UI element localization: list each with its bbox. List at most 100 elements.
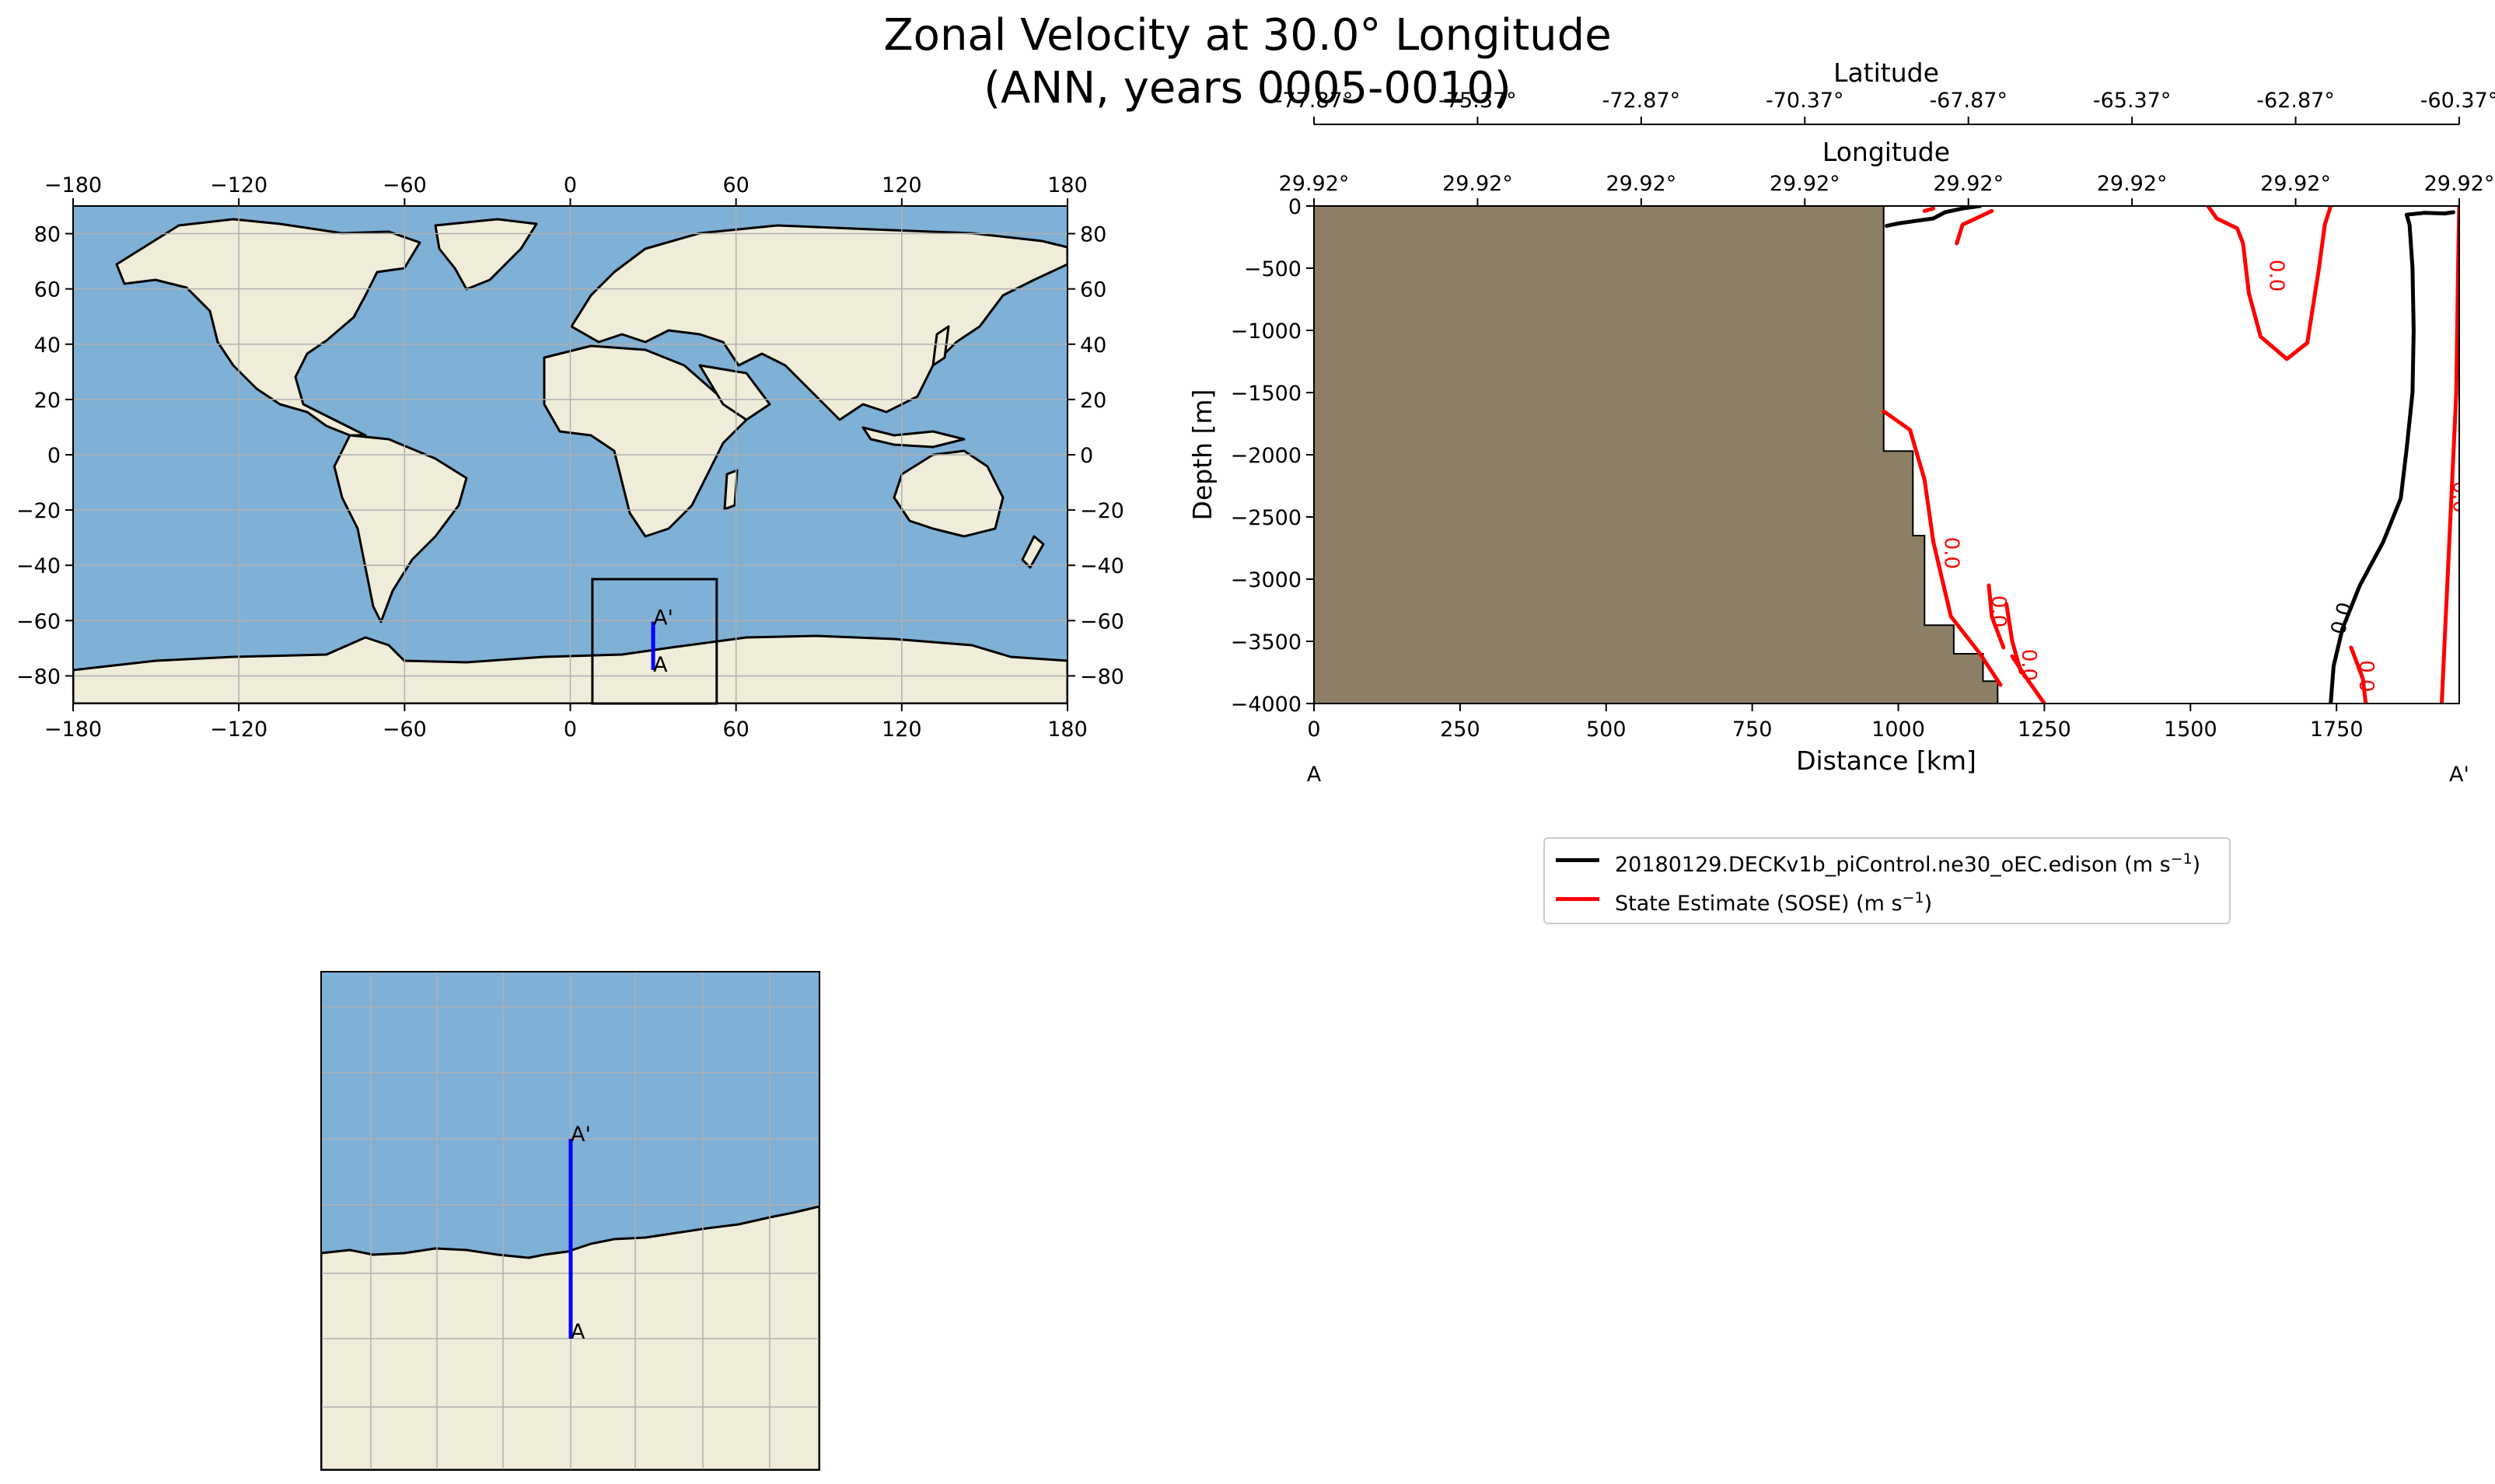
- depth-axis-label: Depth [m]: [1187, 389, 1218, 521]
- section-start-label: A: [1307, 763, 1322, 787]
- legend-entry-sose: State Estimate (SOSE) (m s−1): [1545, 879, 2229, 918]
- latitude-tick-label: -75.37°: [1438, 89, 1517, 113]
- south-america-landmass: [333, 434, 468, 623]
- sose-zero-contour: [1987, 583, 2006, 650]
- eurasia-landmass: [570, 224, 1068, 421]
- madagascar-landmass: [723, 469, 739, 511]
- lon-tick-label-top: 120: [882, 173, 922, 197]
- model-zero-contour: [1885, 216, 1936, 229]
- sose-contour-label: 0.0: [2265, 260, 2288, 292]
- longitude-axis-label: Longitude: [1822, 137, 1950, 167]
- lon-tick-label-top: −120: [210, 173, 267, 197]
- sose-contour-label: 0.0: [1940, 537, 1963, 569]
- sose-contour-label: 0.0: [2354, 660, 2378, 692]
- lat-tick-label-right: 20: [1080, 389, 1106, 413]
- lat-tick-label-left: −60: [16, 609, 61, 634]
- africa-landmass: [543, 344, 748, 538]
- section-end-label: A': [2449, 763, 2469, 787]
- lat-tick-label-right: 40: [1080, 333, 1106, 358]
- section-plot: 0.00.00.00.0 0.00.00.0 0 250 500 750 1000 1250…: [1187, 58, 2495, 787]
- figure-title: Zonal Velocity at 30.0° Longitude (ANN, …: [0, 9, 2495, 115]
- depth-tick-label: −2000: [1231, 444, 1302, 468]
- global-map-land: [73, 218, 1068, 704]
- legend-label-model: 20180129.DECKv1b_piControl.ne30_oEC.edis…: [1615, 850, 2201, 877]
- latitude-tick-label: -70.37°: [1766, 89, 1844, 113]
- global-section-start-label: A: [653, 653, 668, 677]
- lat-tick-label-right: −80: [1080, 665, 1124, 689]
- legend-swatch-sose: [1556, 897, 1599, 901]
- lat-tick-label-left: 0: [47, 444, 61, 468]
- sose-zero-contour: [2010, 654, 2046, 704]
- lat-tick-label-left: −40: [16, 554, 61, 578]
- distance-tick-label: 1750: [2310, 718, 2364, 742]
- lat-tick-label-right: 60: [1080, 278, 1106, 302]
- lat-tick-label-right: 0: [1080, 444, 1093, 468]
- distance-tick-label: 0: [1307, 718, 1320, 742]
- depth-tick-label: −3500: [1231, 630, 1302, 655]
- depth-tick-label: −2500: [1231, 506, 1302, 530]
- bathymetry-fill: [1314, 206, 1999, 704]
- longitude-tick-label: 29.92°: [1442, 172, 1513, 196]
- distance-tick-label: 750: [1732, 718, 1773, 742]
- lat-tick-label-left: 40: [34, 333, 61, 358]
- arabia-landmass: [698, 364, 771, 421]
- figure-title-line-2: (ANN, years 0005-0010): [984, 63, 1511, 113]
- lat-tick-label-right: −40: [1080, 554, 1124, 578]
- inset-map-frame: [320, 971, 820, 1471]
- model-zero-contour: [1931, 206, 1983, 221]
- global-map: A A' −180 −180 −120 −120 −60 −60 0 0 60 60 120 120 1…: [16, 173, 1124, 742]
- north-america-landmass: [115, 218, 421, 437]
- longitude-tick-label: 29.92°: [2424, 172, 2495, 196]
- sose-contour-label: 0.0: [2017, 649, 2040, 681]
- lon-tick-label-top: −60: [383, 173, 427, 197]
- contour-lines: [1882, 206, 2459, 704]
- sose-zero-contour: [2349, 645, 2368, 704]
- lon-tick-label-top: −180: [44, 173, 102, 197]
- lon-tick-label-top: 0: [564, 173, 577, 197]
- sose-contour-label: 0.0: [2448, 481, 2471, 513]
- lat-tick-label-left: 80: [34, 223, 61, 247]
- sose-zero-contour: [1922, 206, 1936, 213]
- lat-tick-label-right: 80: [1080, 223, 1106, 247]
- distance-tick-label: 250: [1440, 718, 1480, 742]
- inset-section-start-label: A: [571, 1320, 585, 1344]
- global-map-ticks: −180 −180 −120 −120 −60 −60 0 0 60 60 120 120 180 180…: [16, 173, 1124, 742]
- lon-tick-label-bottom: 120: [882, 718, 922, 742]
- longitude-tick-label: 29.92°: [1279, 172, 1350, 196]
- distance-tick-label: 1000: [1871, 718, 1925, 742]
- lat-tick-label-right: −20: [1080, 499, 1124, 523]
- latitude-tick-label: -65.37°: [2093, 89, 2172, 113]
- lon-tick-label-bottom: −120: [210, 718, 267, 742]
- longitude-tick-label: 29.92°: [1933, 172, 2004, 196]
- depth-tick-label: −1500: [1231, 382, 1302, 406]
- distance-tick-label: 1250: [2018, 718, 2071, 742]
- lat-tick-label-right: −60: [1080, 609, 1124, 634]
- latitude-tick-label: -60.37°: [2420, 89, 2495, 113]
- longitude-tick-label: 29.92°: [2097, 172, 2168, 196]
- latitude-tick-label: -77.87°: [1275, 89, 1354, 113]
- section-plot-ticks: 0 250 500 750 1000 1250 1500 1750 0 −500 −1000 −150…: [1231, 89, 2495, 742]
- latitude-tick-label: -62.87°: [2256, 89, 2335, 113]
- depth-tick-label: −1000: [1231, 319, 1302, 344]
- inset-section-end-label: A': [571, 1123, 591, 1147]
- lon-tick-label-bottom: 0: [564, 718, 577, 742]
- model-zero-contour: [2329, 210, 2455, 704]
- lat-tick-label-left: 20: [34, 389, 61, 413]
- lon-tick-label-bottom: −180: [44, 718, 102, 742]
- sose-zero-contour: [2440, 206, 2459, 704]
- depth-tick-label: −500: [1244, 257, 1302, 281]
- legend-swatch-model: [1556, 858, 1599, 862]
- distance-tick-label: 500: [1586, 718, 1627, 742]
- japan-landmass: [931, 325, 950, 367]
- lat-tick-label-left: −20: [16, 499, 61, 523]
- lon-tick-label-top: 60: [722, 173, 749, 197]
- depth-tick-label: −3000: [1231, 568, 1302, 592]
- latitude-tick-label: -72.87°: [1602, 89, 1681, 113]
- latitude-axis-label: Latitude: [1833, 58, 1939, 88]
- sose-zero-contour: [1955, 208, 1994, 246]
- figure-title-line-1: Zonal Velocity at 30.0° Longitude: [883, 10, 1612, 61]
- depth-tick-label: −4000: [1231, 693, 1302, 717]
- distance-tick-label: 1500: [2164, 718, 2217, 742]
- global-map-gridlines: [73, 206, 1068, 704]
